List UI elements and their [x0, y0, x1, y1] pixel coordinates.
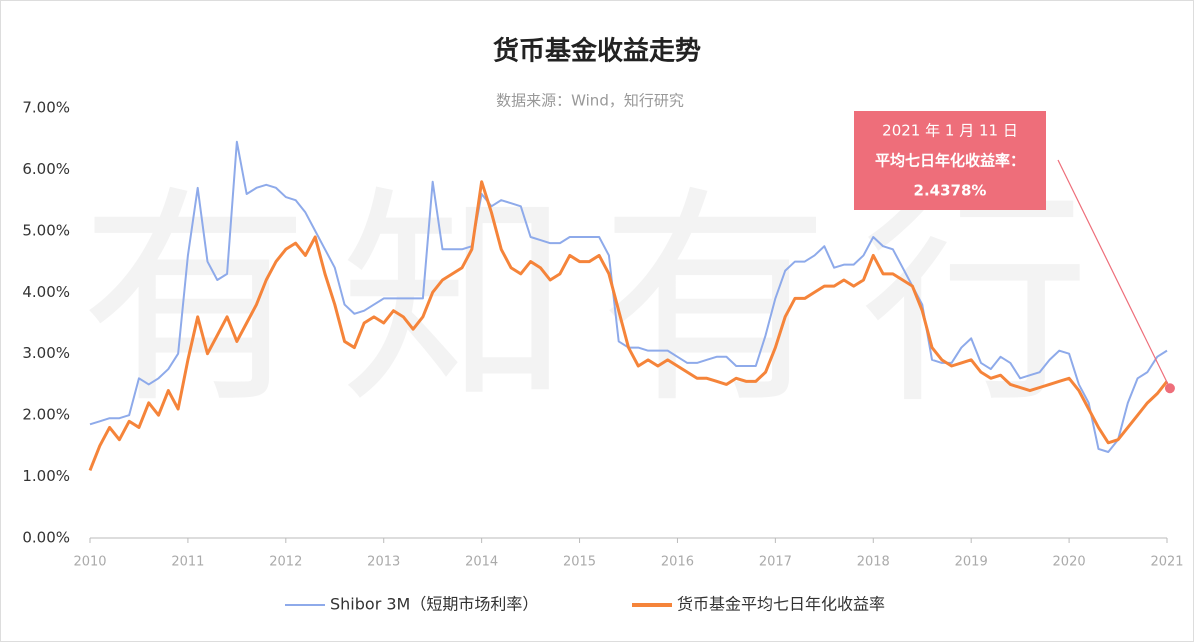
- annotation-date: 2021 年 1 月 11 日: [882, 122, 1018, 140]
- x-tick-label: 2016: [661, 555, 694, 570]
- annotation-point: [1164, 383, 1175, 394]
- x-tick-label: 2012: [269, 555, 302, 570]
- x-tick-label: 2010: [73, 555, 106, 570]
- legend-label: Shibor 3M（短期市场利率）: [330, 595, 538, 614]
- y-tick-label: 3.00%: [22, 344, 70, 362]
- x-tick-label: 2019: [955, 555, 988, 570]
- x-tick-label: 2011: [171, 555, 204, 570]
- y-tick-label: 2.00%: [22, 406, 70, 424]
- y-tick-label: 7.00%: [22, 99, 70, 117]
- chart-subtitle: 数据来源：Wind，知行研究: [496, 92, 684, 110]
- x-tick-label: 2020: [1053, 555, 1086, 570]
- y-tick-label: 1.00%: [22, 467, 70, 485]
- x-tick-label: 2013: [367, 555, 400, 570]
- series-line: [88, 180, 1169, 471]
- y-tick-label: 5.00%: [22, 221, 70, 239]
- x-tick-label: 2017: [759, 555, 792, 570]
- chart-title: 货币基金收益走势: [493, 36, 701, 67]
- x-tick-label: 2014: [465, 555, 498, 570]
- x-tick-label: 2018: [857, 555, 890, 570]
- y-tick-label: 0.00%: [22, 529, 70, 547]
- y-tick-label: 6.00%: [22, 160, 70, 178]
- legend-label: 货币基金平均七日年化收益率: [677, 595, 885, 614]
- annotation-text: 平均七日年化收益率：: [875, 152, 1025, 170]
- x-tick-label: 2021: [1150, 555, 1183, 570]
- y-tick-label: 4.00%: [22, 283, 70, 301]
- annotation-box: [854, 111, 1046, 210]
- annotation-value: 2.4378%: [914, 182, 987, 200]
- x-tick-label: 2015: [563, 555, 596, 570]
- annotation-leader: [1057, 159, 1171, 389]
